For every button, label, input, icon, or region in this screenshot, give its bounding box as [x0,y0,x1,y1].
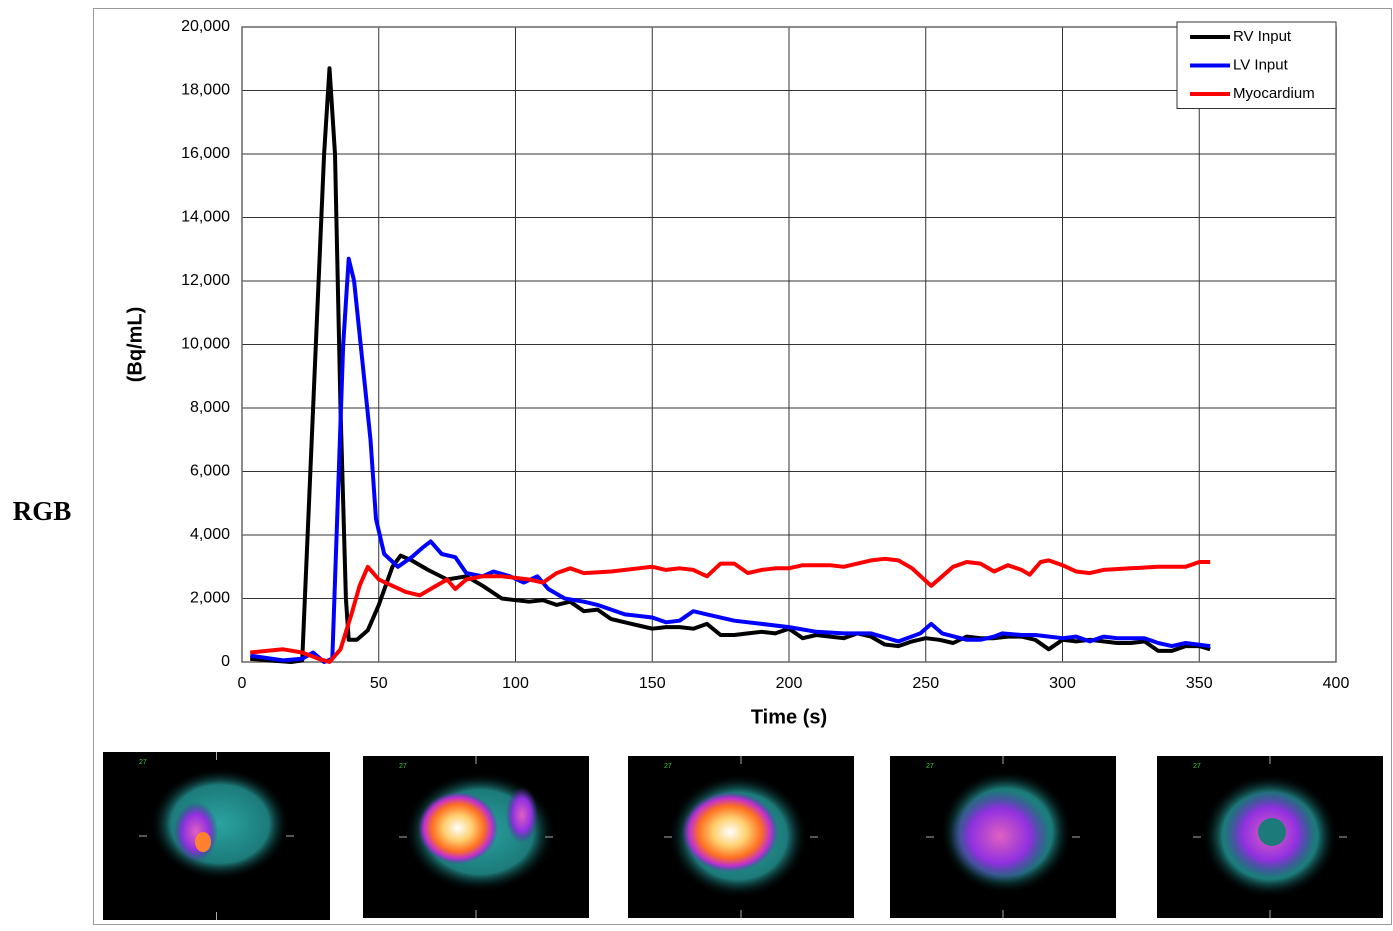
x-tick-label: 50 [370,675,388,692]
y-tick-label: 20,000 [181,18,230,35]
image-panel: 27 [628,756,854,918]
page: RGB 0 2,000 4,000 6,000 8,000 10,000 12,000 14,… [0,0,1393,926]
y-tick-label: 14,000 [181,209,230,226]
x-axis-title: Time (s) [751,706,827,728]
series-line [250,259,1210,662]
panel-label: 27 [926,763,934,770]
chart: 0 2,000 4,000 6,000 8,000 10,000 12,000 14,000 1… [124,18,1349,728]
x-tick-label: 250 [912,675,939,692]
y-tick-label: 8,000 [190,399,230,416]
y-tick-label: 16,000 [181,145,230,162]
x-tick-label: 100 [502,675,529,692]
y-tick-label: 4,000 [190,526,230,543]
series-line [250,68,1210,662]
series-line [250,559,1210,662]
side-label: RGB [13,496,72,526]
panel-label: 27 [399,763,407,770]
panel-label: 27 [139,759,147,766]
x-tick-label: 350 [1186,675,1213,692]
x-tick-label: 0 [238,675,247,692]
panel-label: 27 [1193,763,1201,770]
image-panel: 27 [363,756,589,918]
image-panel: 27 [103,752,330,920]
y-tick-label: 0 [221,653,230,670]
y-axis-title: (Bq/mL) [124,307,146,383]
legend-label: Myocardium [1233,85,1315,102]
x-tick-label: 300 [1049,675,1076,692]
legend-label: LV Input [1233,56,1289,73]
panel-label: 27 [664,763,672,770]
image-panel: 27 [890,756,1116,918]
x-tick-label: 200 [776,675,803,692]
y-tick-label: 10,000 [181,336,230,353]
y-tick-label: 18,000 [181,82,230,99]
x-tick-label: 150 [639,675,666,692]
image-panels: 27 27 27 27 27 [103,752,1383,920]
image-panel: 27 [1157,756,1383,918]
x-tick-label: 400 [1323,675,1350,692]
y-tick-label: 12,000 [181,272,230,289]
legend-label: RV Input [1233,28,1292,45]
y-tick-label: 2,000 [190,590,230,607]
y-tick-label: 6,000 [190,463,230,480]
